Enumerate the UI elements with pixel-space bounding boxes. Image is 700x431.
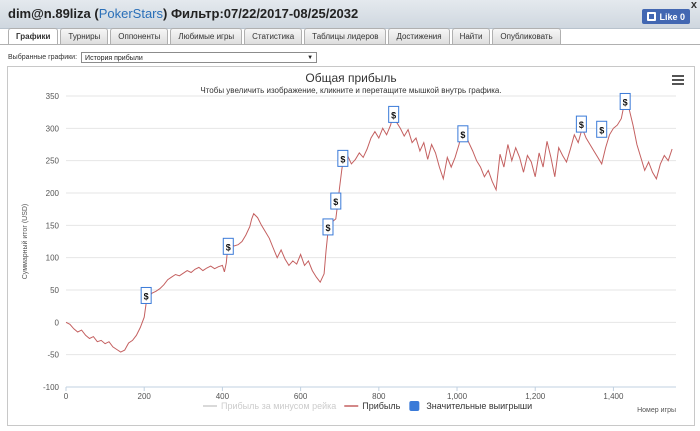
big-win-marker-box xyxy=(330,192,342,210)
legend-swatch xyxy=(409,401,420,411)
window-title: dim@n.89liza (PokerStars) Фильтр:07/22/2… xyxy=(8,6,358,21)
facebook-like-button[interactable]: Like 0 xyxy=(642,9,690,24)
dropdown-arrow-icon[interactable]: ▼ xyxy=(307,54,314,61)
facebook-thumb-icon xyxy=(647,12,657,21)
chart-subtitle: Чтобы увеличить изображение, кликните и … xyxy=(200,86,501,95)
big-win-marker[interactable]: $ xyxy=(222,237,234,255)
big-win-marker[interactable]: $ xyxy=(619,92,631,110)
tab-divider xyxy=(0,44,700,45)
y-axis-label: Суммарный итог (USD) xyxy=(21,204,29,280)
grid-lines xyxy=(66,95,676,388)
big-win-marker-box xyxy=(222,237,234,255)
big-win-marker-label: $ xyxy=(391,110,396,120)
big-win-marker-label: $ xyxy=(340,154,345,164)
x-tick-label: 0 xyxy=(64,392,69,401)
tab-3[interactable]: Любимые игры xyxy=(170,28,243,44)
y-tick-label: 100 xyxy=(46,254,60,263)
tab-7[interactable]: Найти xyxy=(451,28,491,44)
big-win-marker-label: $ xyxy=(599,125,604,135)
big-win-marker-box xyxy=(140,286,152,304)
y-tick-label: 50 xyxy=(50,286,59,295)
big-win-marker-box xyxy=(322,218,334,236)
big-win-marker-label: $ xyxy=(623,97,628,107)
big-win-marker[interactable]: $ xyxy=(330,192,342,210)
y-tick-label: 150 xyxy=(46,221,60,230)
x-tick-label: 600 xyxy=(294,392,308,401)
y-tick-label: 350 xyxy=(46,92,60,101)
title-suffix: ) Фильтр:07/22/2017-08/25/2032 xyxy=(163,6,359,21)
tab-bar: Графики Турниры Оппоненты Любимые игры Стати… xyxy=(8,28,561,44)
legend-label: Значительные выигрыши xyxy=(426,401,532,411)
profit-chart[interactable]: Общая прибыль Чтобы увеличить изображени… xyxy=(8,67,694,425)
legend-label: Прибыль xyxy=(362,401,400,411)
big-win-marker-box xyxy=(596,120,608,138)
site-name[interactable]: PokerStars xyxy=(98,6,164,21)
x-tick-labels: 0 200 400 600 800 1,000 1,200 1,400 xyxy=(64,386,676,401)
legend-item[interactable]: Прибыль xyxy=(344,401,401,411)
big-win-marker-box xyxy=(337,149,349,167)
big-win-marker[interactable]: $ xyxy=(140,286,152,304)
close-icon[interactable]: x xyxy=(690,0,697,11)
x-tick-label: 1,000 xyxy=(447,392,468,401)
chart-selector-value: История прибыли xyxy=(85,54,143,62)
x-tick-label: 200 xyxy=(138,392,152,401)
tab-1[interactable]: Турниры xyxy=(60,28,109,44)
big-win-marker-box xyxy=(388,105,400,123)
legend-item[interactable]: Значительные выигрыши xyxy=(409,401,532,411)
y-tick-label: -50 xyxy=(47,351,59,360)
big-win-marker[interactable]: $ xyxy=(322,218,334,236)
tab-5[interactable]: Таблицы лидеров xyxy=(304,28,387,44)
x-tick-label: 1,200 xyxy=(525,392,546,401)
y-tick-label: 250 xyxy=(46,157,60,166)
tab-8[interactable]: Опубликовать xyxy=(492,28,561,44)
x-tick-label: 1,400 xyxy=(603,392,624,401)
big-win-marker-label: $ xyxy=(333,197,338,207)
big-win-marker-box xyxy=(457,125,469,143)
tab-2[interactable]: Оппоненты xyxy=(110,28,169,44)
chart-selector-row: Выбранные графики: История прибыли ▼ xyxy=(8,51,318,63)
legend-item[interactable]: Прибыль за минусом рейка xyxy=(203,401,336,411)
big-win-marker[interactable]: $ xyxy=(575,115,587,133)
x-tick-label: 400 xyxy=(216,392,230,401)
title-prefix: dim@n.89liza ( xyxy=(8,6,99,21)
big-win-marker-label: $ xyxy=(144,291,149,301)
big-win-marker-label: $ xyxy=(325,223,330,233)
tab-6[interactable]: Достижения xyxy=(388,28,450,44)
x-tick-label: 800 xyxy=(372,392,386,401)
chart-menu-icon[interactable] xyxy=(672,75,684,85)
y-tick-label: -100 xyxy=(43,383,60,392)
chart-legend[interactable]: Прибыль за минусом рейка Прибыль Значитель… xyxy=(203,401,532,411)
big-win-marker-box xyxy=(619,92,631,110)
chart-selector-label: Выбранные графики: xyxy=(8,53,78,61)
big-win-markers[interactable]: $ $ $ $ $ $ $ $ $ $ xyxy=(140,92,631,304)
legend-label: Прибыль за минусом рейка xyxy=(221,401,336,411)
series-group xyxy=(65,97,673,353)
chart-container[interactable]: Общая прибыль Чтобы увеличить изображени… xyxy=(7,66,695,426)
big-win-marker-box xyxy=(575,115,587,133)
like-label: Like 0 xyxy=(659,11,685,22)
big-win-marker-label: $ xyxy=(460,130,465,140)
big-win-marker[interactable]: $ xyxy=(388,105,400,123)
y-tick-labels: -100 -50 0 50 100 150 200 250 300 350 xyxy=(43,92,60,392)
y-tick-label: 300 xyxy=(46,124,60,133)
x-axis-label: Номер игры xyxy=(637,407,676,414)
big-win-marker[interactable]: $ xyxy=(457,125,469,143)
y-tick-label: 0 xyxy=(55,318,60,327)
chart-title: Общая прибыль xyxy=(305,71,396,85)
y-tick-label: 200 xyxy=(46,189,60,198)
profit-series-line xyxy=(65,97,673,353)
chart-selector-dropdown[interactable]: История прибыли ▼ xyxy=(81,51,318,63)
tab-4[interactable]: Статистика xyxy=(244,28,303,44)
title-bar: dim@n.89liza (PokerStars) Фильтр:07/22/2… xyxy=(0,0,700,29)
big-win-marker-label: $ xyxy=(226,242,231,252)
big-win-marker[interactable]: $ xyxy=(337,149,349,167)
big-win-marker[interactable]: $ xyxy=(596,120,608,138)
tab-0[interactable]: Графики xyxy=(8,28,59,44)
big-win-marker-label: $ xyxy=(579,120,584,130)
